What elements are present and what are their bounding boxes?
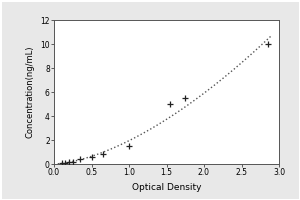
Y-axis label: Concentration(ng/mL): Concentration(ng/mL)	[26, 46, 35, 138]
X-axis label: Optical Density: Optical Density	[132, 183, 201, 192]
